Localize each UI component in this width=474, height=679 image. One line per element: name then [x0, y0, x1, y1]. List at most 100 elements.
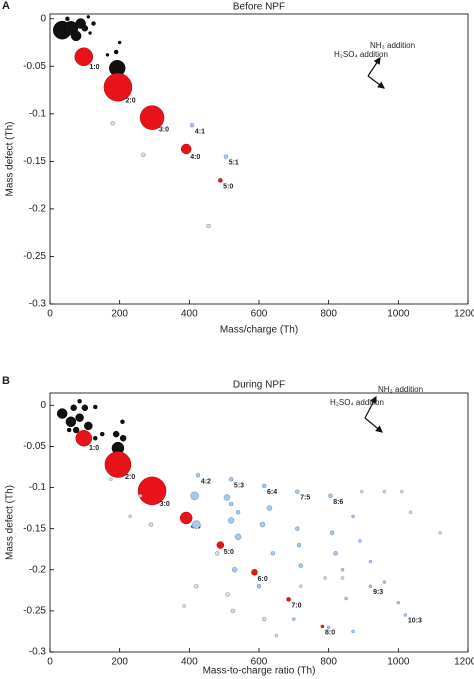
panel-letter: A [2, 0, 10, 12]
bubble [382, 489, 387, 494]
bubble [75, 429, 93, 447]
bubble [368, 584, 373, 588]
bubble [77, 398, 82, 404]
y-tick-label: -0.1 [29, 482, 47, 493]
bubble [299, 584, 303, 588]
bubble [81, 404, 89, 412]
bubble [274, 633, 279, 638]
x-tick-label: 200 [111, 657, 128, 668]
x-tick-label: 800 [320, 657, 337, 668]
x-tick-label: 600 [251, 657, 268, 668]
annotation: NH₃ addition [378, 385, 423, 394]
point-label: 6:0 [258, 576, 268, 583]
bubble [225, 592, 230, 597]
x-tick-label: 1000 [387, 657, 410, 668]
y-tick-label: -0.05 [23, 441, 46, 452]
bubble [231, 567, 238, 573]
bubble [408, 510, 413, 514]
bubble [333, 551, 338, 556]
bubble [190, 491, 199, 501]
point-label: 10:3 [408, 618, 422, 625]
bubble [91, 21, 96, 26]
bubble [216, 541, 225, 549]
bubble [148, 522, 154, 527]
y-tick-label: -0.2 [29, 564, 47, 575]
bubble [368, 559, 373, 564]
y-axis-label: Mass defect (Th) [5, 121, 16, 196]
bubble [259, 521, 266, 528]
panel-letter: B [2, 375, 10, 387]
point-label: 3:0 [159, 127, 169, 134]
x-tick-label: 1000 [387, 309, 410, 320]
point-label: 3:0 [160, 501, 170, 508]
bubble [180, 143, 192, 155]
y-axis-label: Mass defect (Th) [5, 485, 16, 560]
bubble [66, 427, 72, 433]
bubble [104, 451, 132, 478]
bubble [182, 604, 186, 608]
point-label: 4:0 [190, 154, 200, 161]
bubble [113, 49, 119, 55]
arrows-b [364, 395, 383, 433]
chart-title: During NPF [233, 380, 285, 391]
bubble [223, 494, 231, 501]
bubble [358, 539, 362, 543]
y-tick-label: -0.25 [23, 606, 46, 617]
bubble [192, 520, 201, 529]
bubble [70, 30, 82, 42]
bubble [227, 517, 235, 524]
y-tick-label: -0.3 [29, 299, 47, 310]
annotation: H₂SO₄ addition [330, 398, 384, 407]
point-label: 8:6 [333, 499, 343, 506]
bubble [251, 568, 258, 576]
bubble [256, 583, 262, 589]
bubble [360, 489, 364, 494]
bubble [105, 53, 110, 57]
point-label: 5:3 [234, 482, 244, 489]
bubble [195, 472, 201, 478]
y-tick-label: 0 [40, 13, 46, 24]
bubble [194, 583, 199, 589]
y-tick-label: 0 [40, 400, 46, 411]
point-label: 2:0 [126, 97, 136, 104]
bubble [75, 413, 84, 422]
bubble [72, 426, 80, 434]
y-tick-label: -0.05 [23, 61, 46, 72]
x-tick-label: 200 [111, 309, 128, 320]
bubble [261, 616, 267, 622]
x-axis-label: Mass-to-charge ratio (Th) [203, 666, 316, 677]
annotation: NH₃ addition [370, 41, 415, 50]
bubble [295, 489, 300, 494]
bubble [382, 580, 387, 584]
bubble [340, 576, 345, 580]
bubble [81, 25, 89, 32]
bubble [84, 421, 93, 431]
x-tick-label: 400 [181, 657, 198, 668]
bubble [340, 568, 345, 572]
bubble [100, 431, 105, 437]
bubble [351, 629, 355, 634]
bubble [120, 419, 125, 425]
bubble [228, 501, 234, 507]
bubble [139, 105, 165, 130]
point-label: 7:0 [291, 602, 301, 609]
bubble [292, 617, 296, 621]
bubble [103, 72, 133, 102]
x-tick-label: 800 [320, 309, 337, 320]
bubble [228, 477, 234, 482]
bubble [214, 551, 220, 556]
bubble [109, 477, 113, 482]
bubble [230, 608, 236, 614]
bubble [400, 489, 404, 494]
plot-frame [49, 13, 469, 305]
bubble [137, 476, 167, 506]
x-tick-label: 0 [47, 309, 53, 320]
bubble [261, 483, 267, 489]
point-label: 4:2 [201, 478, 211, 485]
bubble [320, 624, 325, 629]
bubble [88, 31, 92, 35]
